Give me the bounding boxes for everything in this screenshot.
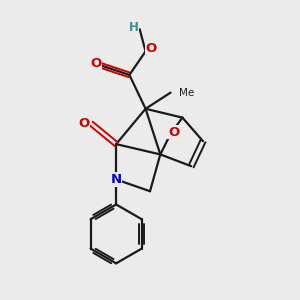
- Text: H: H: [129, 21, 139, 34]
- Text: Me: Me: [179, 88, 194, 98]
- Text: O: O: [168, 126, 179, 139]
- Text: O: O: [146, 42, 157, 55]
- Text: O: O: [90, 57, 101, 70]
- Text: O: O: [78, 117, 89, 130]
- Text: N: N: [111, 173, 122, 186]
